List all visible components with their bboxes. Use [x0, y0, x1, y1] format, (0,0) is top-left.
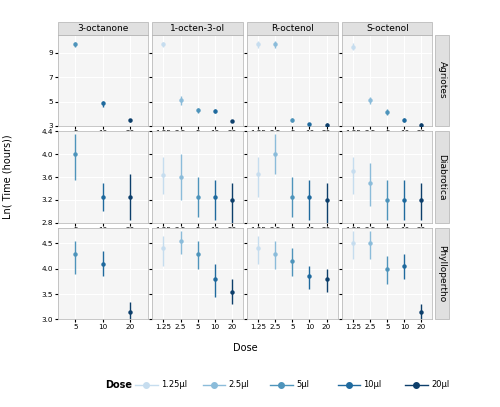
Text: Phyllopertho: Phyllopertho: [438, 245, 446, 302]
Text: Dose: Dose: [106, 380, 132, 389]
Text: 2.5µl: 2.5µl: [228, 380, 250, 389]
Text: S-octenol: S-octenol: [366, 24, 408, 33]
Text: Dose: Dose: [232, 343, 258, 353]
Text: Diabrotica: Diabrotica: [438, 154, 446, 200]
Text: Ln( Time (hours)): Ln( Time (hours)): [2, 135, 12, 219]
Text: 1-octen-3-ol: 1-octen-3-ol: [170, 24, 225, 33]
Text: 10µl: 10µl: [364, 380, 382, 389]
Text: 3-octanone: 3-octanone: [77, 24, 128, 33]
Text: 5µl: 5µl: [296, 380, 309, 389]
Text: Agriotes: Agriotes: [438, 61, 446, 99]
Text: 1.25µl: 1.25µl: [161, 380, 187, 389]
Text: 20µl: 20µl: [431, 380, 450, 389]
Text: R-octenol: R-octenol: [271, 24, 314, 33]
